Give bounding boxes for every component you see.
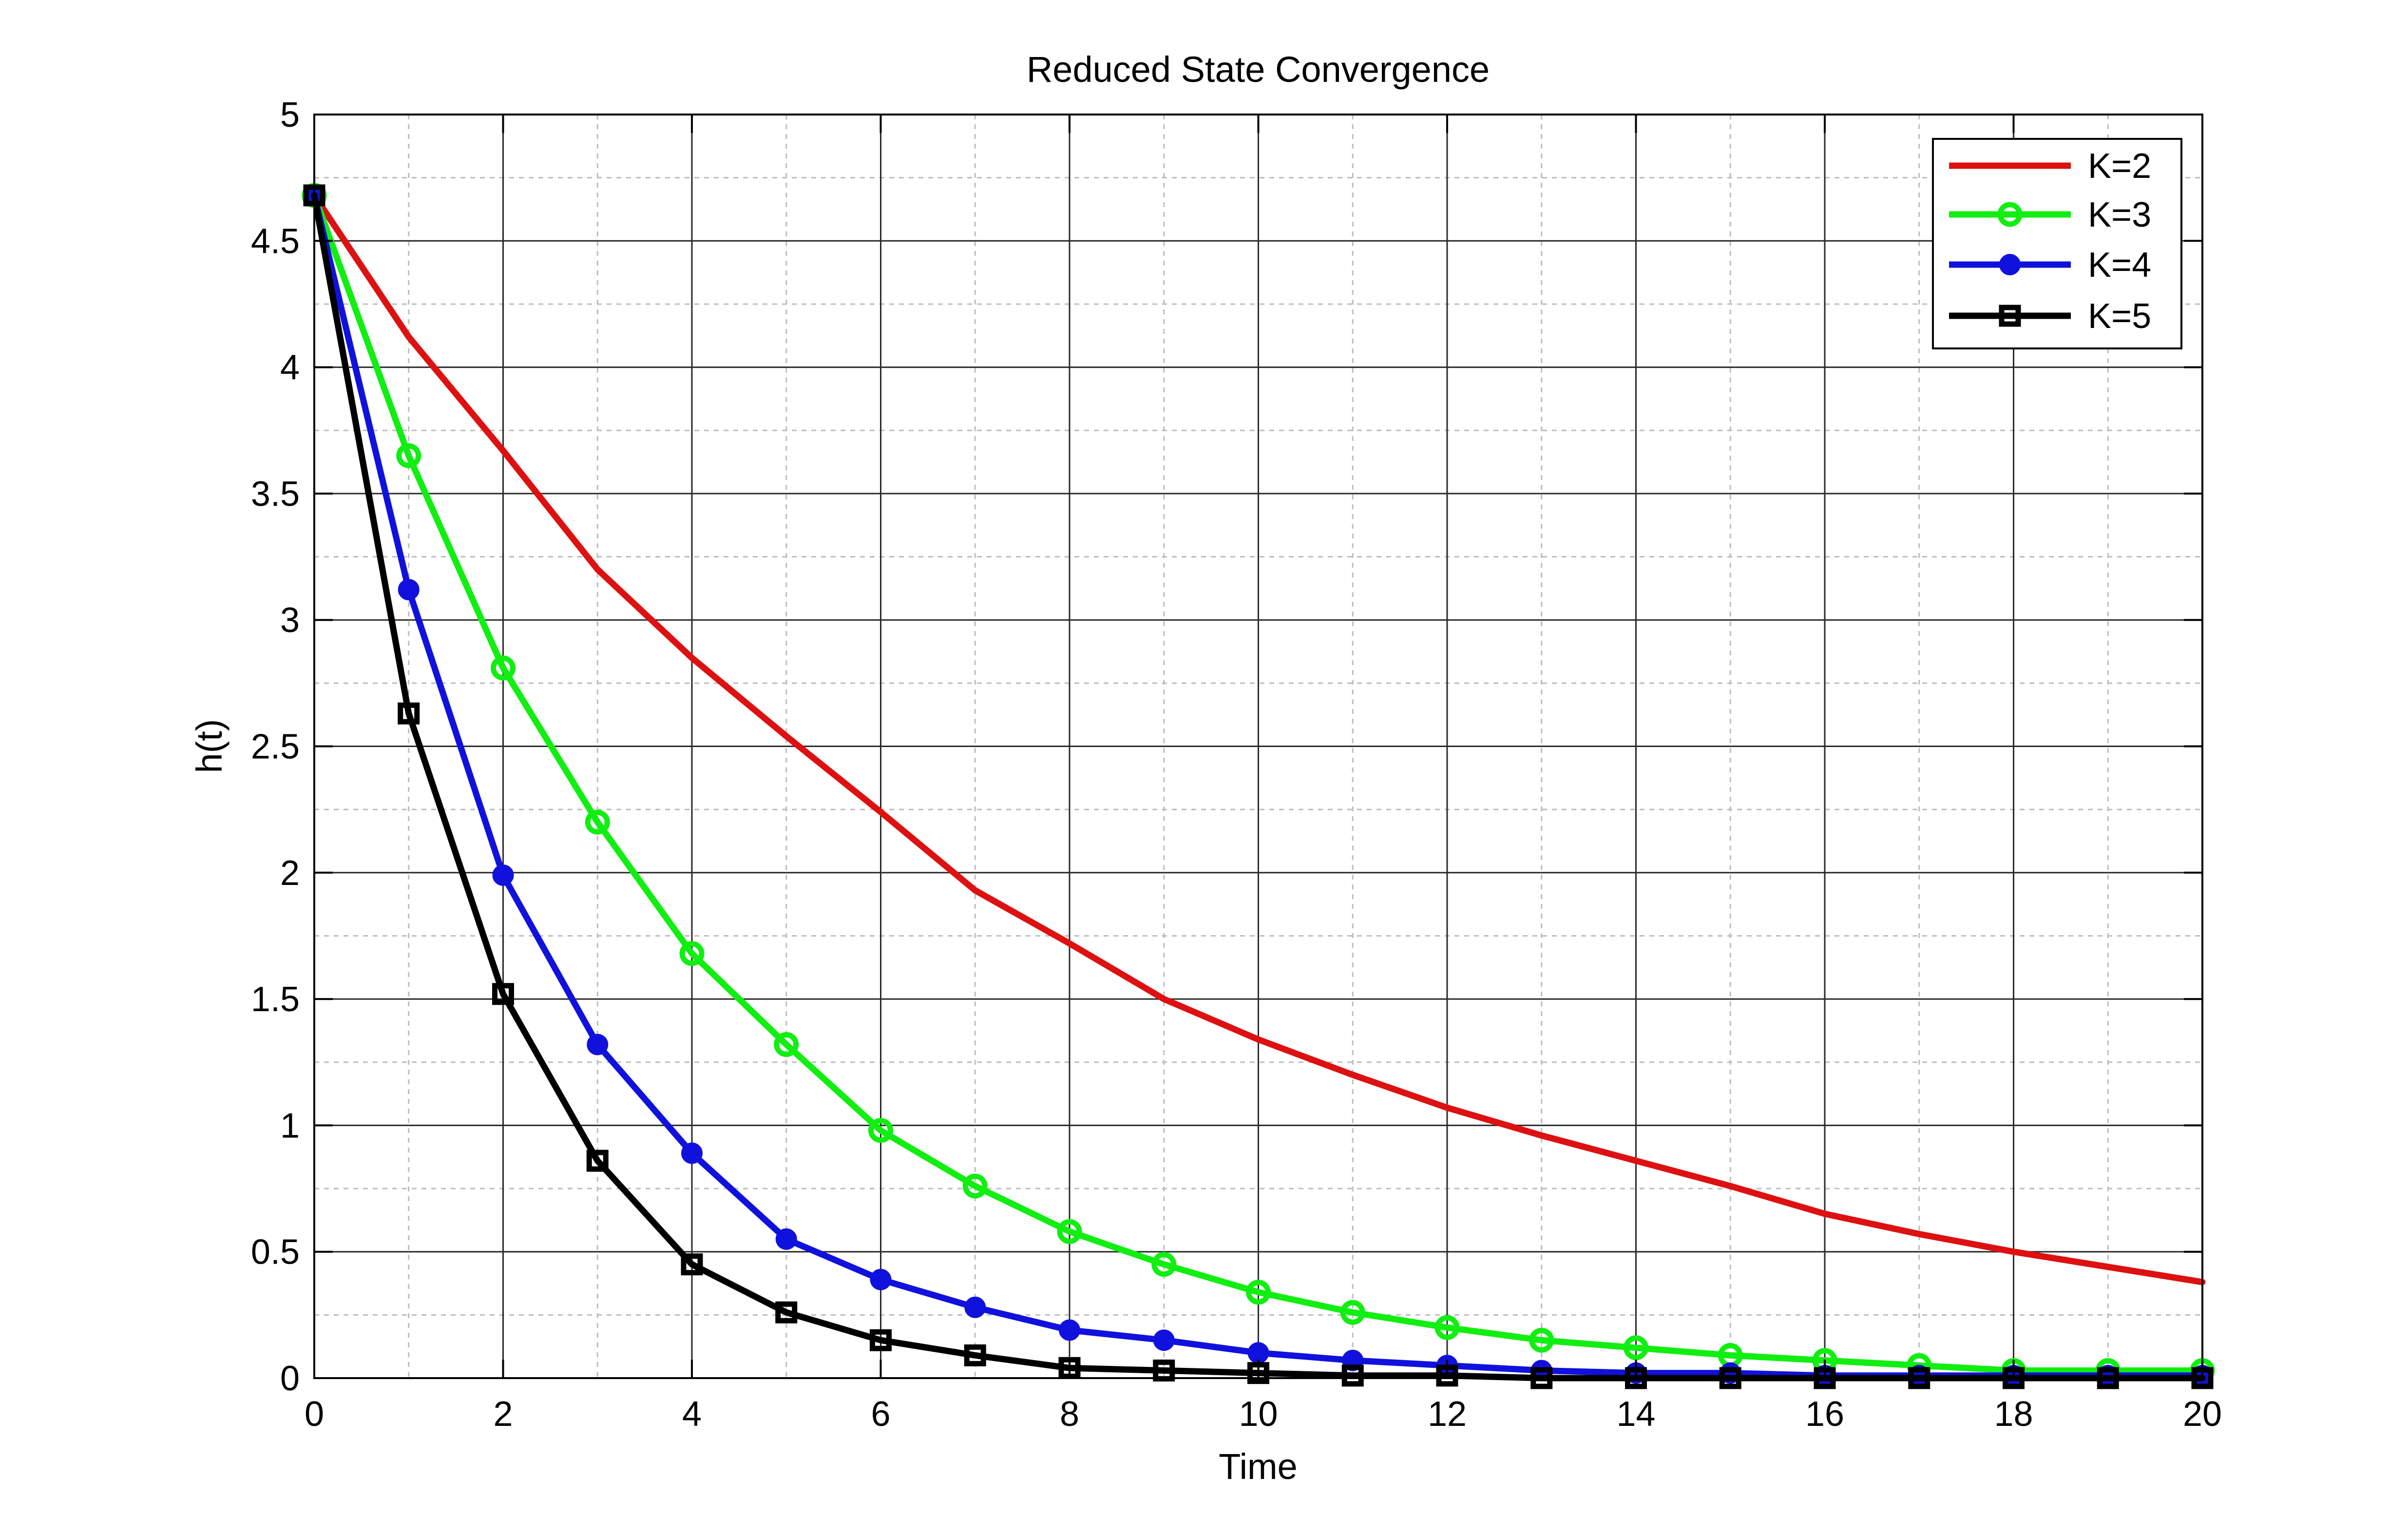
data-point-square	[1999, 305, 2021, 327]
x-tick-label: 10	[1239, 1395, 1278, 1434]
y-tick-label: 0.5	[251, 1233, 300, 1272]
legend: K=2 K=3 K=4 K=5	[1932, 138, 2182, 349]
legend-entry: K=5	[1949, 297, 2151, 336]
data-point-circle	[1057, 1219, 1082, 1244]
series-line	[311, 192, 2206, 1374]
axis-tick-labels: 0 2 4 6 8 10 12 14 16 18 20 0 0.5 1 1.5 2 2.5 3 3.5 4 4.5 5	[251, 96, 2222, 1434]
x-tick-label: 0	[305, 1395, 324, 1434]
data-point-square	[586, 1150, 609, 1172]
legend-entry: K=4	[1949, 246, 2151, 285]
y-axis-label: h(t)	[189, 719, 229, 773]
x-axis-label: Time	[1219, 1446, 1298, 1487]
x-tick-label: 14	[1616, 1395, 1655, 1434]
data-point-square	[964, 1344, 986, 1366]
y-tick-label: 2	[280, 854, 300, 893]
data-point-square	[870, 1329, 892, 1351]
x-tick-label: 8	[1060, 1395, 1079, 1434]
y-tick-label: 1.5	[251, 980, 300, 1019]
axis-ticks	[313, 114, 2203, 1379]
x-tick-label: 4	[682, 1395, 702, 1434]
data-point-circle	[1340, 1300, 1365, 1325]
data-point-circle	[774, 1032, 799, 1057]
x-tick-label: 18	[1994, 1395, 2033, 1434]
data-point-square	[492, 983, 514, 1005]
series-line	[311, 192, 2206, 1286]
data-point-dot	[1999, 254, 2021, 275]
data-point-circle	[962, 1173, 988, 1199]
x-tick-label: 6	[871, 1395, 890, 1434]
legend-entry: K=3	[1949, 195, 2151, 234]
data-point-circle	[868, 1118, 893, 1143]
legend-entry: K=2	[1949, 147, 2151, 186]
x-tick-label: 2	[493, 1395, 513, 1434]
data-point-dot	[398, 578, 420, 600]
data-point-circle	[1529, 1327, 1554, 1353]
y-tick-label: 2.5	[251, 728, 300, 767]
data-point-square	[775, 1301, 798, 1324]
data-point-circle	[1434, 1315, 1460, 1340]
y-tick-label: 5	[280, 96, 300, 134]
data-point-circle	[1151, 1252, 1177, 1277]
data-point-circle	[679, 941, 705, 966]
data-point-dot	[870, 1268, 892, 1290]
x-tick-label: 16	[1805, 1395, 1844, 1434]
legend-label: K=2	[2088, 147, 2151, 186]
data-point-circle	[396, 443, 421, 468]
chart-title: Reduced State Convergence	[1027, 49, 1490, 90]
legend-label: K=5	[2088, 297, 2151, 336]
data-point-circle	[491, 655, 516, 681]
data-point-circle	[1246, 1280, 1271, 1305]
y-tick-label: 4	[280, 348, 300, 387]
legend-label: K=4	[2088, 246, 2151, 285]
series-k-2	[311, 192, 2206, 1286]
data-point-circle	[585, 809, 610, 835]
data-point-dot	[1059, 1319, 1080, 1341]
x-tick-label: 20	[2183, 1395, 2222, 1434]
minor-grid	[314, 115, 2202, 1378]
data-point-circle	[1997, 202, 2023, 227]
data-point-circle	[1624, 1335, 1648, 1361]
data-point-square	[398, 702, 420, 725]
y-tick-label: 4.5	[251, 222, 300, 261]
legend-label: K=3	[2088, 195, 2151, 234]
data-point-dot	[775, 1228, 797, 1250]
data-point-dot	[1153, 1329, 1175, 1351]
data-point-square	[1341, 1364, 1364, 1387]
y-tick-label: 1	[280, 1106, 300, 1145]
y-tick-label: 3	[280, 601, 300, 640]
x-tick-label: 12	[1428, 1395, 1467, 1434]
y-tick-label: 0	[280, 1359, 300, 1398]
y-tick-label: 3.5	[251, 475, 300, 514]
data-point-dot	[681, 1142, 703, 1164]
data-point-dot	[492, 864, 514, 886]
data-point-dot	[587, 1034, 609, 1056]
data-point-dot	[964, 1296, 986, 1318]
data-point-square	[681, 1253, 703, 1276]
